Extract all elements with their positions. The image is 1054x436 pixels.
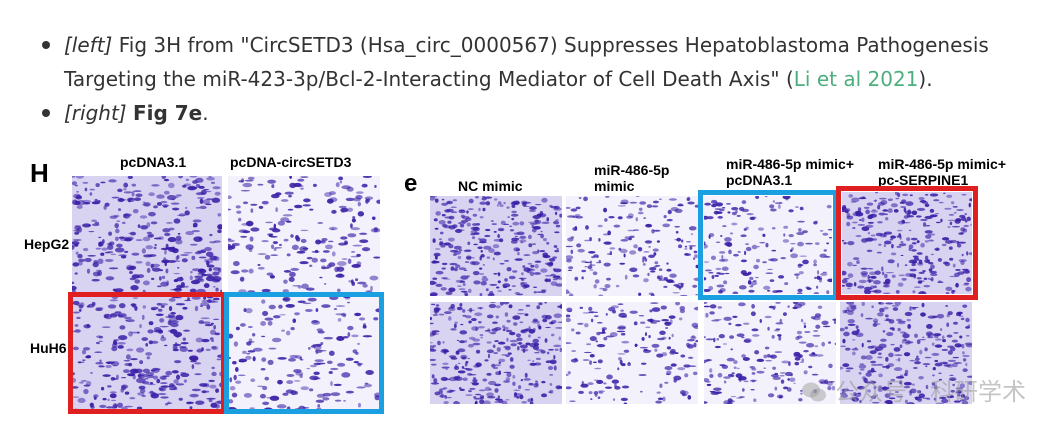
blue-highlight-box <box>698 190 838 300</box>
column-label: miR-486-5p mimic+ pcDNA3.1 <box>726 156 854 188</box>
bullet-text-end: . <box>202 101 209 125</box>
column-label: miR-486-5p mimic+ pc-SERPINE1 <box>878 156 1006 188</box>
micrograph-panel <box>566 302 698 404</box>
bullet-list: [left] Fig 3H from "CircSETD3 (Hsa_circ_… <box>42 28 1032 130</box>
row-label: HuH6 <box>30 340 67 356</box>
watermark: 公众号 · 科研学术 <box>801 372 1026 407</box>
bullet-text: Fig 3H from "CircSETD3 (Hsa_circ_0000567… <box>64 33 989 91</box>
micrograph-panel <box>704 196 832 294</box>
micrograph-panel <box>430 302 562 404</box>
panel-letter-h: H <box>30 158 49 188</box>
micrograph-panel <box>430 196 562 296</box>
wechat-icon <box>802 382 827 402</box>
citation-link[interactable]: Li et al 2021 <box>793 67 919 91</box>
figure-reference: Fig 7e <box>132 101 203 125</box>
column-label: pcDNA-circSETD3 <box>230 154 352 170</box>
micrograph-panel <box>72 176 222 292</box>
bullet-item-right: [right] Fig 7e. <box>42 96 1032 130</box>
micrograph-panel <box>228 296 380 410</box>
blue-highlight-box <box>224 292 384 414</box>
bullet-tag: [right] <box>64 101 127 125</box>
bullet-text-end: ). <box>918 67 933 91</box>
column-label: miR-486-5p mimic <box>594 162 670 194</box>
bullet-tag: [left] <box>64 33 113 57</box>
micrograph-panel <box>840 302 972 404</box>
red-highlight-box <box>68 292 226 414</box>
panel-letter-e: e <box>404 170 418 197</box>
micrograph-panel <box>72 296 222 410</box>
row-label: HepG2 <box>24 236 70 252</box>
micrograph-panel <box>842 192 972 294</box>
bullet-item-left: [left] Fig 3H from "CircSETD3 (Hsa_circ_… <box>42 28 1032 96</box>
column-label: pcDNA3.1 <box>120 154 187 170</box>
red-highlight-box <box>836 186 978 300</box>
micrograph-panel <box>228 176 380 292</box>
micrograph-panel <box>566 196 698 296</box>
column-label: NC mimic <box>458 178 523 194</box>
